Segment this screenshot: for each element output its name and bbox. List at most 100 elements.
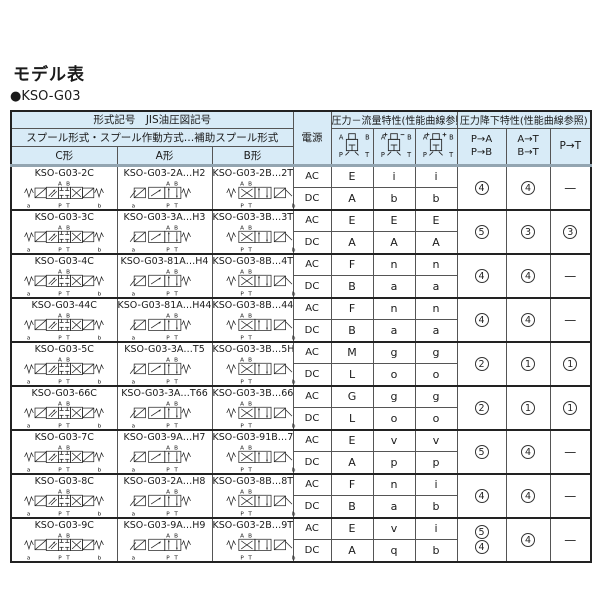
svg-text:b: b [291, 247, 295, 253]
svg-text:b: b [291, 555, 295, 561]
dc-characteristic: A [330, 231, 374, 254]
circled-number: 4 [521, 268, 536, 283]
model-code: KSO-G03-7C [34, 431, 94, 443]
svg-text:B: B [174, 357, 178, 363]
ac-characteristic: E [330, 163, 374, 188]
ac-characteristic: n [372, 472, 416, 496]
ac-characteristic: E [330, 428, 374, 452]
circled-number: 5 [474, 224, 489, 239]
model-code: KSO-G03-2A…H2 [123, 167, 206, 179]
model-code: KSO-G03-3B…66H [212, 387, 293, 399]
svg-text:a: a [27, 335, 30, 341]
dc-characteristic: B [330, 275, 374, 298]
svg-text:A: A [58, 357, 62, 363]
svg-text:a: a [27, 203, 30, 209]
model-code: KSO-G03-2C [34, 167, 94, 179]
svg-text:T: T [66, 247, 71, 253]
svg-text:T: T [173, 511, 178, 517]
svg-text:B: B [66, 401, 70, 407]
header-p-to-t: P→T [549, 127, 592, 167]
circled-number: 3 [521, 224, 536, 239]
circled-number: 4 [521, 180, 536, 195]
svg-text:B: B [174, 445, 178, 451]
svg-text:P: P [240, 555, 244, 561]
header-flow-characteristics: 圧力－流量特性(性能曲線参照) [330, 110, 458, 129]
power-dc-label: DC [292, 231, 332, 254]
svg-text:P: P [240, 467, 244, 473]
svg-text:P: P [59, 203, 63, 209]
ac-characteristic: v [372, 428, 416, 452]
model-code: KSO-G03-2B…9T [212, 519, 293, 531]
model-series-label: ●KSO-G03 [10, 89, 81, 104]
svg-text:b: b [98, 467, 102, 473]
ab-to-t-value: 1 [505, 340, 551, 386]
circled-number: 4 [474, 540, 489, 554]
power-dc-label: DC [292, 495, 332, 518]
dc-characteristic: A [414, 231, 458, 254]
svg-text:T: T [247, 423, 252, 429]
ac-characteristic: g [372, 340, 416, 364]
dc-characteristic: a [414, 319, 458, 342]
circled-number: 4 [474, 488, 489, 503]
svg-text:b: b [98, 335, 102, 341]
svg-text:P: P [381, 151, 385, 159]
svg-text:A: A [166, 533, 170, 539]
svg-text:P: P [166, 511, 170, 517]
ac-characteristic: F [330, 296, 374, 320]
svg-text:T: T [173, 423, 178, 429]
svg-text:B: B [248, 401, 252, 407]
ac-characteristic: i [414, 163, 458, 188]
p-to-ab-value: 4 [456, 164, 507, 210]
p-to-t-value: — [549, 164, 592, 210]
power-dc-label: DC [292, 275, 332, 298]
dc-characteristic: B [330, 319, 374, 342]
svg-text:P: P [240, 291, 244, 297]
model-code: KSO-G03-3B…5H [212, 343, 293, 355]
svg-text:B: B [248, 445, 252, 451]
ab-to-t-value: 4 [505, 252, 551, 298]
svg-text:a: a [131, 379, 134, 385]
svg-text:a: a [131, 203, 134, 209]
svg-text:a: a [27, 247, 30, 253]
power-ac-label: AC [292, 252, 332, 276]
model-code: KSO-G03-44C [31, 299, 97, 311]
svg-text:A: A [240, 357, 244, 363]
power-ac-label: AC [292, 384, 332, 408]
svg-text:B: B [248, 489, 252, 495]
dc-characteristic: a [372, 275, 416, 298]
svg-text:b: b [291, 291, 295, 297]
ab-to-t-value: 3 [505, 208, 551, 254]
power-ac-label: AC [292, 208, 332, 232]
ac-characteristic: i [414, 516, 458, 540]
power-ac-label: AC [292, 296, 332, 320]
header-ab-to-t: A→T B→T [505, 127, 551, 167]
ac-characteristic: E [414, 208, 458, 232]
svg-text:b: b [291, 379, 295, 385]
ac-characteristic: G [330, 384, 374, 408]
svg-text:a: a [27, 555, 30, 561]
svg-text:A: A [240, 489, 244, 495]
svg-text:A: A [58, 313, 62, 319]
svg-text:T: T [247, 379, 252, 385]
circled-number: 1 [563, 400, 578, 415]
